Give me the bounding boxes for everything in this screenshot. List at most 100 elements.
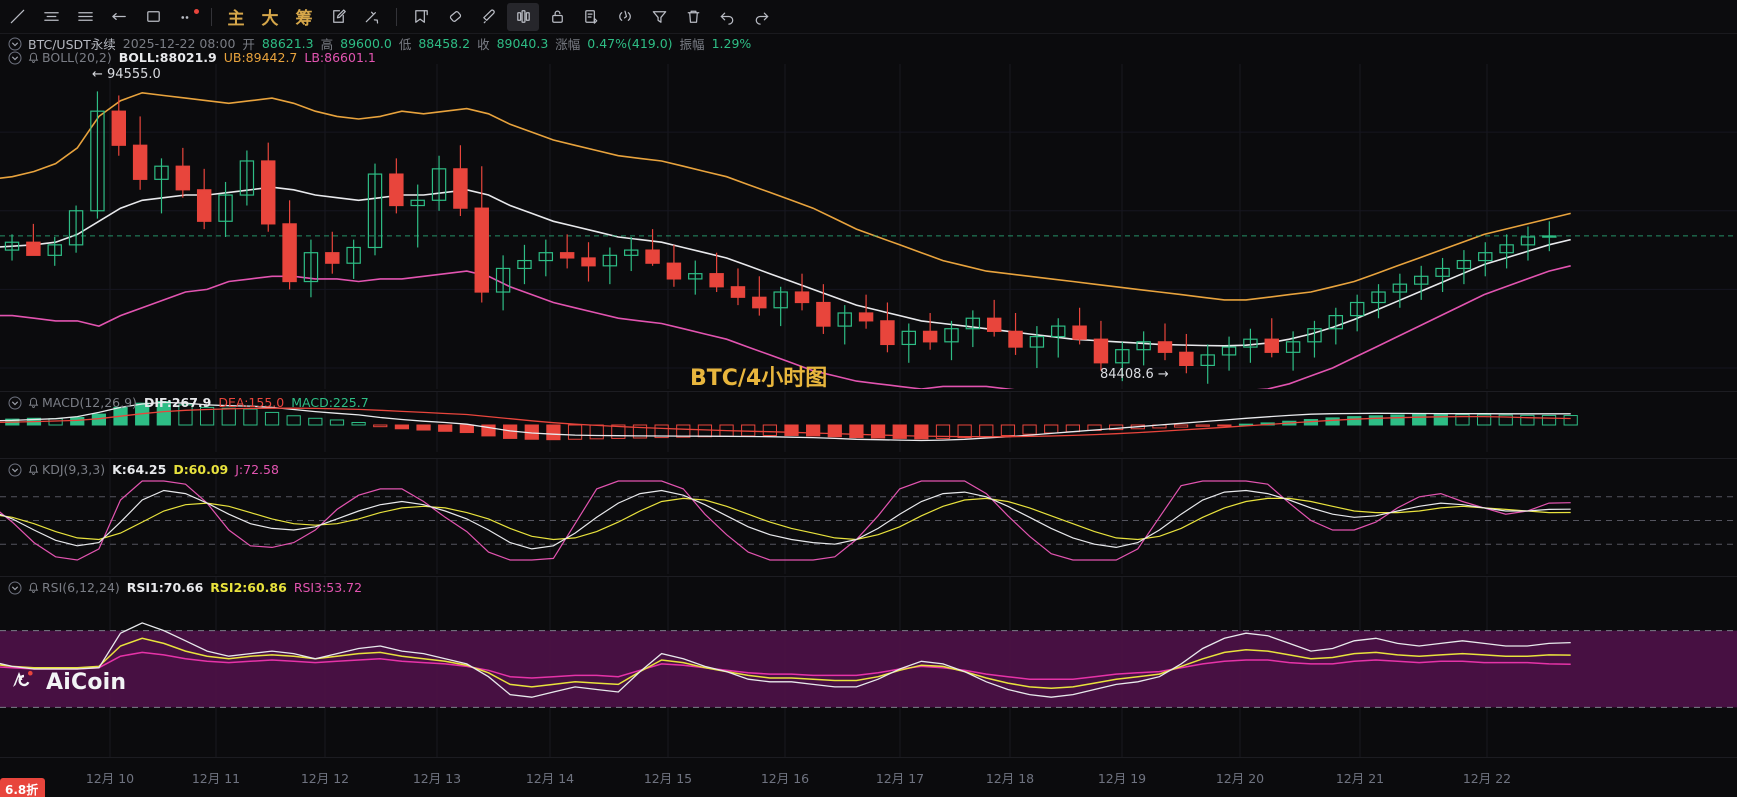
panel-divider (0, 576, 1737, 577)
collapse-chevron-icon[interactable] (8, 37, 22, 51)
chips-indicator-button[interactable]: 筹 (288, 3, 320, 31)
large-indicator-button[interactable]: 大 (254, 3, 286, 31)
kdj-d-value: D:60.09 (173, 462, 229, 477)
collapse-chevron-icon[interactable] (8, 396, 22, 410)
time-axis-tick: 12月 13 (412, 771, 462, 786)
redo-icon[interactable] (745, 3, 777, 31)
logo-text: AiCoin (46, 670, 127, 695)
rsi2-value: RSI2:60.86 (210, 580, 287, 595)
pen-icon[interactable] (473, 3, 505, 31)
horizontal-lines-icon[interactable] (35, 3, 67, 31)
chart-caption: BTC/4小时图 (690, 366, 828, 391)
parallel-lines-icon[interactable] (69, 3, 101, 31)
open-value: 88621.3 (261, 36, 314, 51)
lock-icon[interactable] (541, 3, 573, 31)
rsi-name[interactable]: RSI(6,12,24) (42, 580, 120, 595)
trash-icon[interactable] (677, 3, 709, 31)
macd-dif-value: DIF:267.9 (143, 395, 212, 410)
amplitude-label: 振幅 (679, 37, 705, 52)
large-indicator-button-label: 大 (261, 9, 279, 29)
undo-icon[interactable] (711, 3, 743, 31)
kdj-j-value: J:72.58 (235, 462, 279, 477)
time-axis-tick: 12月 21 (1335, 771, 1385, 786)
open-label: 开 (242, 37, 255, 52)
alert-bell-icon[interactable] (28, 397, 39, 409)
alert-bell-icon[interactable] (28, 52, 39, 64)
panel-divider (0, 391, 1737, 392)
notes-icon[interactable] (575, 3, 607, 31)
macd-hist-value: MACD:225.7 (291, 395, 369, 410)
magnet-edit-icon[interactable] (322, 3, 354, 31)
boll-mid-value: BOLL:88021.9 (118, 50, 217, 65)
low-price-marker: 84408.6 → (1100, 367, 1169, 382)
chips-indicator-button-label: 筹 (295, 9, 313, 29)
macd-legend: MACD(12,26,9) DIF:267.9 DEA:155.0 MACD:2… (8, 395, 376, 410)
rsi3-value: RSI3:53.72 (293, 580, 363, 595)
magnet-icon[interactable] (609, 3, 641, 31)
kdj-name[interactable]: KDJ(9,3,3) (42, 462, 106, 477)
time-axis-tick: 12月 22 (1462, 771, 1512, 786)
symbol-datetime: 2025-12-22 08:00 (122, 36, 236, 51)
low-value: 88458.2 (418, 36, 471, 51)
logo-mark-icon (10, 668, 38, 697)
collapse-chevron-icon[interactable] (8, 581, 22, 595)
rectangle-icon[interactable] (137, 3, 169, 31)
boll-upper-value: UB:89442.7 (223, 50, 298, 65)
time-axis-tick: 12月 10 (85, 771, 135, 786)
macd-dea-value: DEA:155.0 (218, 395, 285, 410)
rsi-legend: RSI(6,12,24) RSI1:70.66 RSI2:60.86 RSI3:… (8, 580, 369, 595)
kdj-legend: KDJ(9,3,3) K:64.25 D:60.09 J:72.58 (8, 462, 286, 477)
time-axis-tick: 12月 12 (300, 771, 350, 786)
change-label: 涨幅 (555, 37, 581, 52)
drawing-toolbar: 主大筹 (0, 0, 1737, 34)
candles-icon[interactable] (507, 2, 539, 31)
toolbar-separator (396, 7, 397, 26)
symbol-legend: BTC/USDT永续 2025-12-22 08:00 开 88621.3 高 … (8, 34, 758, 53)
main-indicator-button-label: 主 (227, 9, 245, 29)
bookmark-icon[interactable] (405, 3, 437, 31)
time-axis-tick: 12月 20 (1215, 771, 1265, 786)
filter-icon[interactable] (643, 3, 675, 31)
time-axis-tick: 12月 15 (643, 771, 693, 786)
boll-name[interactable]: BOLL(20,2) (42, 50, 112, 65)
collapse-chevron-icon[interactable] (8, 51, 22, 65)
time-axis[interactable]: 12月 10 12月 11 12月 12 12月 13 12月 14 12月 15 12月 … (0, 757, 1737, 797)
time-axis-tick: 12月 16 (760, 771, 810, 786)
low-label: 低 (398, 37, 412, 52)
rsi1-value: RSI1:70.66 (126, 580, 204, 595)
collapse-chevron-icon[interactable] (8, 463, 22, 477)
alert-bell-icon[interactable] (28, 582, 39, 594)
aicoin-logo: AiCoin (10, 668, 126, 697)
close-label: 收 (477, 37, 490, 52)
price-chart-panel[interactable] (0, 64, 1737, 389)
promo-badge[interactable]: 6.8折 (0, 778, 46, 797)
close-value: 89040.3 (496, 36, 549, 51)
amplitude-value: 1.29% (711, 36, 752, 51)
trend-line-icon[interactable] (1, 3, 33, 31)
symbol-name[interactable]: BTC/USDT永续 (28, 37, 116, 52)
macd-chart-panel[interactable] (0, 392, 1737, 452)
kdj-chart-panel[interactable] (0, 459, 1737, 574)
eraser-icon[interactable] (439, 3, 471, 31)
time-axis-tick: 12月 14 (525, 771, 575, 786)
main-indicator-button[interactable]: 主 (220, 3, 252, 31)
high-price-marker: ← 94555.0 (92, 67, 161, 82)
alert-bell-icon[interactable] (28, 464, 39, 476)
toolbar-separator (211, 7, 212, 26)
boll-lower-value: LB:86601.1 (304, 50, 376, 65)
time-axis-tick: 12月 17 (875, 771, 925, 786)
rsi-chart-panel[interactable] (0, 577, 1737, 757)
boll-legend: BOLL(20,2) BOLL:88021.9 UB:89442.7 LB:86… (8, 50, 383, 65)
kdj-k-value: K:64.25 (112, 462, 167, 477)
macd-name[interactable]: MACD(12,26,9) (42, 395, 137, 410)
measure-icon[interactable] (356, 3, 388, 31)
notification-dot-icon (194, 8, 199, 14)
change-value: 0.47%(419.0) (587, 36, 673, 51)
time-axis-tick: 12月 18 (985, 771, 1035, 786)
high-label: 高 (320, 37, 334, 52)
more-tools-icon[interactable] (171, 3, 203, 31)
time-axis-tick: 12月 11 (191, 771, 241, 786)
arrow-left-icon[interactable] (103, 3, 135, 31)
panel-divider (0, 458, 1737, 459)
